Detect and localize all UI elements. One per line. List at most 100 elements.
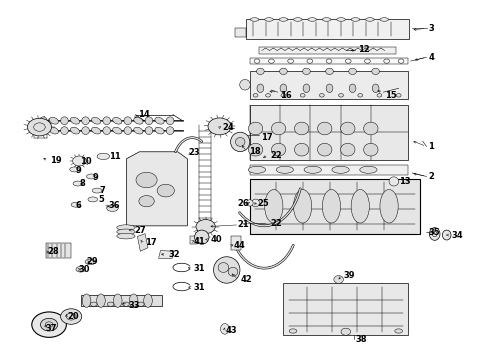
Ellipse shape bbox=[155, 127, 164, 134]
Ellipse shape bbox=[49, 127, 58, 134]
Circle shape bbox=[281, 94, 286, 97]
Ellipse shape bbox=[235, 138, 245, 146]
Ellipse shape bbox=[360, 166, 377, 173]
Ellipse shape bbox=[82, 127, 89, 135]
Ellipse shape bbox=[341, 143, 355, 156]
Bar bbox=[250, 179, 420, 234]
Ellipse shape bbox=[129, 294, 138, 307]
Text: 3: 3 bbox=[428, 24, 434, 33]
Polygon shape bbox=[159, 251, 174, 258]
Circle shape bbox=[300, 94, 305, 97]
Ellipse shape bbox=[294, 189, 312, 223]
Ellipse shape bbox=[218, 262, 229, 273]
Text: 27: 27 bbox=[135, 226, 146, 235]
Ellipse shape bbox=[366, 18, 374, 21]
Text: 40: 40 bbox=[210, 235, 222, 244]
Ellipse shape bbox=[289, 329, 297, 333]
Ellipse shape bbox=[117, 225, 135, 230]
Text: 19: 19 bbox=[50, 157, 62, 166]
Ellipse shape bbox=[364, 143, 378, 156]
Circle shape bbox=[377, 94, 382, 97]
Ellipse shape bbox=[40, 117, 47, 125]
Ellipse shape bbox=[166, 127, 174, 135]
Ellipse shape bbox=[337, 18, 345, 21]
Text: 6: 6 bbox=[76, 201, 82, 210]
Text: 41: 41 bbox=[193, 237, 205, 246]
Ellipse shape bbox=[364, 122, 378, 135]
Ellipse shape bbox=[103, 117, 111, 125]
Ellipse shape bbox=[124, 127, 132, 135]
Text: 32: 32 bbox=[168, 250, 180, 259]
Bar bbox=[283, 283, 408, 335]
Ellipse shape bbox=[137, 302, 144, 306]
Circle shape bbox=[339, 94, 343, 97]
Ellipse shape bbox=[332, 166, 349, 173]
Ellipse shape bbox=[271, 122, 286, 135]
Ellipse shape bbox=[252, 199, 259, 207]
Text: 31: 31 bbox=[194, 264, 205, 273]
Ellipse shape bbox=[326, 68, 333, 75]
Circle shape bbox=[32, 312, 66, 337]
Ellipse shape bbox=[322, 18, 331, 21]
Ellipse shape bbox=[248, 143, 263, 156]
Ellipse shape bbox=[97, 153, 110, 159]
Ellipse shape bbox=[372, 68, 379, 75]
Ellipse shape bbox=[124, 117, 132, 125]
Polygon shape bbox=[126, 152, 187, 226]
Ellipse shape bbox=[257, 84, 264, 93]
Ellipse shape bbox=[429, 228, 440, 240]
Text: 39: 39 bbox=[343, 271, 355, 280]
Ellipse shape bbox=[250, 18, 259, 21]
Ellipse shape bbox=[92, 127, 101, 134]
Ellipse shape bbox=[214, 257, 240, 283]
Ellipse shape bbox=[122, 302, 129, 306]
Circle shape bbox=[396, 94, 401, 97]
Ellipse shape bbox=[351, 189, 369, 223]
Ellipse shape bbox=[92, 117, 101, 124]
Ellipse shape bbox=[134, 117, 143, 124]
Circle shape bbox=[358, 94, 363, 97]
Ellipse shape bbox=[326, 84, 333, 93]
Ellipse shape bbox=[117, 233, 135, 239]
Text: 33: 33 bbox=[128, 301, 140, 310]
Text: 22: 22 bbox=[270, 151, 282, 160]
Ellipse shape bbox=[40, 127, 47, 135]
Ellipse shape bbox=[318, 122, 332, 135]
Ellipse shape bbox=[341, 122, 355, 135]
Circle shape bbox=[136, 172, 157, 188]
Ellipse shape bbox=[303, 68, 310, 75]
Text: 17: 17 bbox=[261, 133, 273, 142]
Text: 9: 9 bbox=[93, 173, 98, 182]
Text: 42: 42 bbox=[240, 275, 252, 284]
Bar bbox=[46, 243, 71, 258]
Text: 24: 24 bbox=[222, 123, 234, 132]
Circle shape bbox=[196, 220, 215, 234]
Text: 16: 16 bbox=[280, 91, 292, 100]
Circle shape bbox=[41, 318, 58, 331]
Ellipse shape bbox=[248, 166, 266, 173]
Circle shape bbox=[341, 328, 351, 335]
Polygon shape bbox=[137, 234, 148, 251]
Ellipse shape bbox=[49, 117, 58, 124]
Ellipse shape bbox=[265, 18, 273, 21]
Ellipse shape bbox=[279, 18, 288, 21]
Text: 20: 20 bbox=[68, 312, 79, 321]
Circle shape bbox=[73, 156, 86, 166]
Bar bbox=[231, 237, 241, 250]
Ellipse shape bbox=[166, 117, 174, 125]
Ellipse shape bbox=[318, 143, 332, 156]
Ellipse shape bbox=[294, 18, 302, 21]
Ellipse shape bbox=[372, 84, 379, 93]
Ellipse shape bbox=[113, 127, 122, 134]
Ellipse shape bbox=[61, 117, 68, 125]
Ellipse shape bbox=[134, 127, 143, 134]
Bar bbox=[246, 19, 409, 39]
Text: 37: 37 bbox=[46, 324, 57, 333]
Ellipse shape bbox=[195, 230, 209, 244]
Ellipse shape bbox=[248, 122, 263, 135]
Ellipse shape bbox=[90, 302, 97, 306]
Ellipse shape bbox=[349, 84, 356, 93]
Text: 17: 17 bbox=[145, 238, 157, 247]
Text: 11: 11 bbox=[109, 152, 121, 161]
Ellipse shape bbox=[240, 80, 250, 90]
